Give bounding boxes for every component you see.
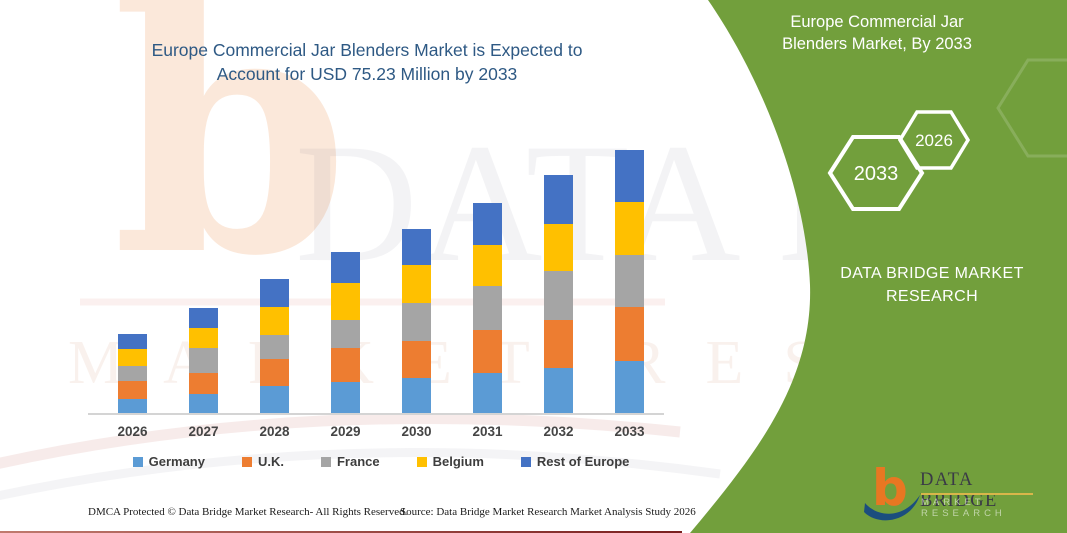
bar-segment-2027-germany	[189, 393, 218, 414]
x-axis-label-2031: 2031	[472, 424, 503, 439]
brand-text: DATA BRIDGE MARKET RESEARCH	[807, 262, 1057, 308]
legend-marker	[320, 456, 331, 467]
bar-2029	[331, 252, 360, 414]
x-axis-labels: 2026 2027 2028 2029 2030 2031 2032 2033	[97, 424, 665, 442]
x-axis-label-2026: 2026	[117, 424, 148, 439]
page-title-line1: Europe Commercial Jar Blenders Market is…	[151, 40, 583, 60]
logo-tagline: MARKET RESEARCH	[921, 497, 1006, 519]
databridge-logo-icon: b	[864, 461, 920, 521]
bar-segment-2030-u-k-	[402, 340, 431, 379]
hexagon-2033-label: 2033	[854, 163, 899, 185]
bar-segment-2029-france	[331, 319, 360, 349]
bar-segment-2032-germany	[544, 367, 573, 414]
legend-item-rest-of-europe: Rest of Europe	[520, 454, 630, 469]
legend-item-belgium: Belgium	[416, 454, 484, 469]
x-axis-label-2033: 2033	[614, 424, 645, 439]
bar-segment-2030-belgium	[402, 265, 431, 303]
bar-segment-2031-germany	[473, 373, 502, 414]
x-axis-label-2029: 2029	[330, 424, 361, 439]
x-axis-label-2030: 2030	[401, 424, 432, 439]
bar-segment-2027-belgium	[189, 328, 218, 349]
bar-segment-2026-france	[118, 365, 147, 381]
legend-label: Rest of Europe	[536, 454, 630, 469]
page-title-line2: Account for USD 75.23 Million by 2033	[216, 64, 518, 84]
bar-2030	[402, 228, 431, 414]
bar-segment-2027-france	[189, 348, 218, 373]
bar-segment-2026-u-k-	[118, 380, 147, 399]
bar-2027	[189, 307, 218, 414]
bar-segment-2033-u-k-	[615, 307, 644, 361]
legend-marker	[132, 456, 143, 467]
bar-segment-2029-belgium	[331, 283, 360, 320]
legend-label: Belgium	[432, 454, 484, 469]
x-axis-label-2027: 2027	[188, 424, 219, 439]
bar-segment-2032-u-k-	[544, 319, 573, 368]
bar-2032	[544, 175, 573, 414]
bar-plot-area	[97, 140, 665, 414]
bar-segment-2029-u-k-	[331, 348, 360, 383]
legend-label: U.K.	[257, 454, 284, 469]
x-axis-label-2028: 2028	[259, 424, 290, 439]
bar-segment-2030-france	[402, 303, 431, 341]
bar-segment-2031-belgium	[473, 245, 502, 287]
bottom-accent-line	[0, 531, 682, 533]
bar-segment-2030-rest-of-europe	[402, 228, 431, 266]
bar-segment-2028-france	[260, 334, 289, 359]
bar-segment-2030-germany	[402, 378, 431, 414]
bar-2033	[615, 149, 644, 414]
bar-segment-2033-rest-of-europe	[615, 149, 644, 203]
bar-segment-2033-belgium	[615, 202, 644, 255]
footer-source-text: Source: Data Bridge Market Research Mark…	[400, 506, 696, 518]
bar-segment-2033-france	[615, 254, 644, 308]
chart-legend: Germany U.K. France Belgium Rest of Europe	[97, 454, 665, 469]
x-axis-line	[88, 413, 664, 415]
bar-segment-2026-belgium	[118, 349, 147, 366]
bar-segment-2029-rest-of-europe	[331, 252, 360, 283]
bar-segment-2032-belgium	[544, 223, 573, 272]
logo-underline	[921, 493, 1033, 495]
bar-segment-2027-u-k-	[189, 372, 218, 394]
bar-segment-2028-germany	[260, 385, 289, 414]
legend-marker	[416, 456, 427, 467]
bar-segment-2027-rest-of-europe	[189, 307, 218, 329]
bar-segment-2033-germany	[615, 360, 644, 414]
bar-2028	[260, 279, 289, 414]
bar-segment-2026-germany	[118, 398, 147, 414]
legend-item-france: France	[320, 454, 380, 469]
legend-label: France	[336, 454, 380, 469]
bar-segment-2026-rest-of-europe	[118, 334, 147, 350]
bar-segment-2031-france	[473, 286, 502, 330]
bar-segment-2028-belgium	[260, 306, 289, 335]
svg-text:b: b	[872, 461, 908, 517]
bar-2031	[473, 202, 502, 414]
brand-text-line2: RESEARCH	[885, 288, 979, 305]
legend-marker	[241, 456, 252, 467]
brand-text-line1: DATA BRIDGE MARKET	[840, 265, 1024, 282]
bar-segment-2031-rest-of-europe	[473, 202, 502, 246]
databridge-logo: b DATA BRIDGE MARKET RESEARCH	[864, 461, 1049, 523]
legend-marker	[520, 456, 531, 467]
x-axis-label-2032: 2032	[543, 424, 574, 439]
footer-dmca-text: DMCA Protected © Data Bridge Market Rese…	[88, 506, 408, 518]
page-title: Europe Commercial Jar Blenders Market is…	[72, 38, 662, 86]
bar-segment-2028-rest-of-europe	[260, 279, 289, 307]
legend-item-germany: Germany	[132, 454, 205, 469]
legend-item-u-k-: U.K.	[241, 454, 284, 469]
legend-label: Germany	[148, 454, 205, 469]
bar-segment-2031-u-k-	[473, 329, 502, 374]
bar-2026	[118, 334, 147, 414]
bar-segment-2029-germany	[331, 382, 360, 414]
bar-segment-2028-u-k-	[260, 358, 289, 386]
bar-segment-2032-rest-of-europe	[544, 175, 573, 224]
bar-segment-2032-france	[544, 271, 573, 320]
hexagon-2026-label: 2026	[915, 131, 953, 150]
